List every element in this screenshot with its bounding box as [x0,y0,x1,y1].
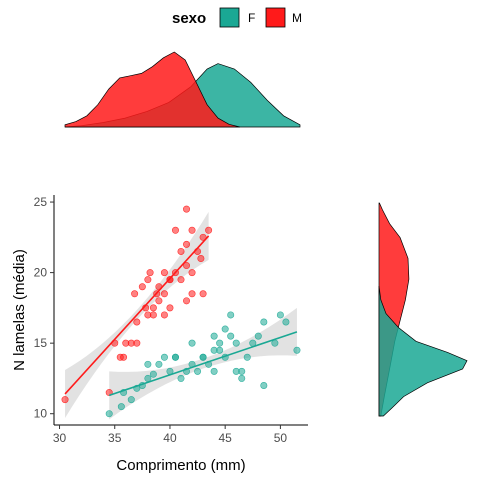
data-point-f [221,325,229,333]
data-point-f [194,367,202,375]
top-density-m [64,51,240,128]
y-tick-label: 20 [34,266,48,280]
legend: sexo F M [172,7,302,28]
data-point-m [205,226,213,234]
data-point-m [171,226,179,234]
data-point-f [238,367,246,375]
x-tick-label: 45 [218,431,232,445]
legend-label-m: M [292,11,302,25]
data-point-f [171,353,179,361]
y-tick-label: 10 [34,407,48,421]
data-point-m [133,318,141,326]
y-tick-label: 25 [34,195,48,209]
data-point-f [260,381,268,389]
data-point-f [276,311,284,319]
data-point-m [183,240,191,248]
data-point-f [216,339,224,347]
data-point-f [155,360,163,368]
data-point-m [149,311,157,319]
data-point-m [183,297,191,305]
data-point-f [293,346,301,354]
data-point-f [144,374,152,382]
data-point-m [177,247,185,255]
trend-line-f [108,331,298,397]
x-tick-label: 30 [53,431,67,445]
data-point-f [243,353,251,361]
data-point-m [144,276,152,284]
data-point-f [127,396,135,404]
data-point-f [177,374,185,382]
data-point-f [282,318,290,326]
data-point-m [160,269,168,277]
data-point-m [197,254,205,262]
data-point-m [188,290,196,298]
x-tick-label: 35 [108,431,122,445]
data-point-m [155,297,163,305]
data-point-f [105,410,113,418]
y-tick-label: 15 [34,336,48,350]
data-point-m [149,304,157,312]
data-point-f [227,311,235,319]
data-point-m [183,205,191,213]
data-point-m [131,290,139,298]
data-point-f [144,360,152,368]
data-point-m [133,339,141,347]
x-axis-title: Comprimento (mm) [116,457,245,474]
data-point-m [120,353,128,361]
data-point-m [183,262,191,270]
data-point-m [166,304,174,312]
legend-title: sexo [172,10,206,27]
data-point-f [232,339,240,347]
y-axis-title: N lamelas (média) [11,249,28,371]
right-density-f [378,285,468,417]
data-point-f [199,353,207,361]
data-point-m [160,290,168,298]
legend-key-f [219,7,240,28]
legend-key-m [265,7,286,28]
data-point-m [177,276,185,284]
data-point-f [160,353,168,361]
data-point-m [188,226,196,234]
x-tick-label: 40 [163,431,177,445]
data-point-m [146,269,154,277]
data-point-f [188,339,196,347]
data-point-f [210,367,218,375]
data-point-f [117,403,125,411]
legend-label-f: F [248,11,255,25]
data-point-f [254,332,262,340]
data-point-m [138,283,146,291]
data-point-f [227,332,235,340]
data-point-m [61,396,69,404]
top-marginal-density [64,51,301,128]
data-point-f [216,346,224,354]
main-scatter-plot: 30 35 40 45 50 10 15 20 25 [34,195,308,445]
x-tick-label: 50 [274,431,288,445]
right-marginal-density [378,202,468,417]
data-point-f [238,374,246,382]
trend-line-m [64,235,210,395]
data-point-f [260,318,268,326]
data-point-f [210,332,218,340]
data-point-m [188,269,196,277]
data-point-f [149,370,157,378]
data-point-m [160,311,168,319]
data-point-m [199,290,207,298]
